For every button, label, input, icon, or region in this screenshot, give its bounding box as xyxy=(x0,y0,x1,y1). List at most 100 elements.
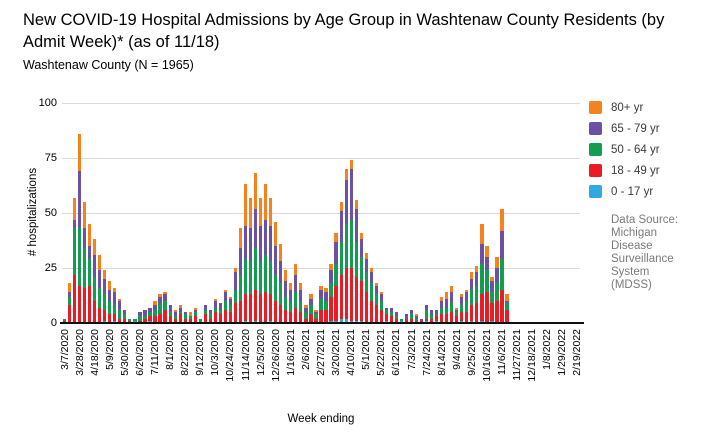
stacked-bar-8/7/2021[interactable] xyxy=(435,309,439,323)
bar-segment-80+yr[interactable] xyxy=(324,287,328,293)
bar-segment-50-64yr[interactable] xyxy=(445,307,449,315)
bar-segment-50-64yr[interactable] xyxy=(133,318,137,321)
bar-segment-18-49yr[interactable] xyxy=(208,318,212,323)
stacked-bar-2/20/2021[interactable] xyxy=(314,309,318,323)
bar-segment-80+yr[interactable] xyxy=(344,169,348,181)
stacked-bar-8/14/2021[interactable] xyxy=(440,296,444,323)
bar-segment-65-79yr[interactable] xyxy=(103,279,107,295)
bar-segment-50-64yr[interactable] xyxy=(163,301,167,310)
bar-segment-65-79yr[interactable] xyxy=(203,305,207,310)
bar-segment-50-64yr[interactable] xyxy=(490,292,494,304)
stacked-bar-5/30/2020[interactable] xyxy=(123,309,127,323)
bar-segment-18-49yr[interactable] xyxy=(238,301,243,323)
stacked-bar-4/17/2021[interactable] xyxy=(354,199,358,323)
bar-segment-18-49yr[interactable] xyxy=(334,285,338,321)
stacked-bar-3/13/2021[interactable] xyxy=(329,263,333,323)
bar-segment-80+yr[interactable] xyxy=(349,160,353,170)
bar-segment-50-64yr[interactable] xyxy=(359,257,363,282)
bar-segment-65-79yr[interactable] xyxy=(344,180,348,225)
bar-segment-80+yr[interactable] xyxy=(440,296,444,302)
bar-segment-18-49yr[interactable] xyxy=(158,314,162,323)
bar-segment-18-49yr[interactable] xyxy=(359,281,363,321)
bar-segment-80+yr[interactable] xyxy=(309,294,313,299)
bar-segment-65-79yr[interactable] xyxy=(309,298,313,306)
bar-segment-80+yr[interactable] xyxy=(98,254,102,271)
stacked-bar-6/12/2021[interactable] xyxy=(394,312,399,323)
bar-segment-50-64yr[interactable] xyxy=(123,314,127,319)
bar-segment-65-79yr[interactable] xyxy=(248,228,253,262)
bar-segment-65-79yr[interactable] xyxy=(163,294,167,302)
bar-segment-65-79yr[interactable] xyxy=(475,272,479,286)
bar-segment-65-79yr[interactable] xyxy=(369,272,373,284)
bar-segment-18-49yr[interactable] xyxy=(67,305,72,323)
bar-segment-18-49yr[interactable] xyxy=(78,285,82,323)
bar-segment-80+yr[interactable] xyxy=(158,294,162,297)
bar-segment-65-79yr[interactable] xyxy=(455,309,459,313)
stacked-bar-4/11/2020[interactable] xyxy=(88,224,92,323)
bar-segment-65-79yr[interactable] xyxy=(425,305,429,310)
stacked-bar-10/17/2020[interactable] xyxy=(223,290,228,323)
bar-segment-50-64yr[interactable] xyxy=(203,309,207,315)
stacked-bar-3/7/2020[interactable] xyxy=(62,318,67,323)
bar-segment-50-64yr[interactable] xyxy=(208,314,212,319)
bar-segment-80+yr[interactable] xyxy=(163,292,167,295)
bar-segment-18-49yr[interactable] xyxy=(72,274,77,323)
bar-segment-50-64yr[interactable] xyxy=(168,312,172,317)
stacked-bar-3/6/2021[interactable] xyxy=(324,287,328,323)
bar-segment-0-17yr[interactable] xyxy=(349,320,353,323)
bar-segment-50-64yr[interactable] xyxy=(440,307,444,315)
stacked-bar-12/26/2020[interactable] xyxy=(274,221,278,323)
bar-segment-65-79yr[interactable] xyxy=(153,305,157,310)
bar-segment-18-49yr[interactable] xyxy=(460,312,464,321)
stacked-bar-11/28/2020[interactable] xyxy=(254,173,258,323)
stacked-bar-4/24/2021[interactable] xyxy=(359,232,363,323)
bar-segment-65-79yr[interactable] xyxy=(183,312,187,315)
bar-segment-65-79yr[interactable] xyxy=(113,292,117,306)
stacked-bar-12/12/2020[interactable] xyxy=(264,184,268,323)
bar-segment-65-79yr[interactable] xyxy=(349,169,353,220)
bar-segment-50-64yr[interactable] xyxy=(294,292,298,308)
bar-segment-18-49yr[interactable] xyxy=(450,312,454,323)
bar-segment-65-79yr[interactable] xyxy=(289,290,293,301)
bar-segment-80+yr[interactable] xyxy=(259,197,263,227)
stacked-bar-5/9/2020[interactable] xyxy=(108,281,112,323)
bar-segment-0-17yr[interactable] xyxy=(490,320,494,323)
bar-segment-80+yr[interactable] xyxy=(364,252,368,260)
bar-segment-50-64yr[interactable] xyxy=(233,290,238,304)
stacked-bar-2/13/2021[interactable] xyxy=(309,294,313,323)
bar-segment-80+yr[interactable] xyxy=(495,257,499,269)
bar-segment-80+yr[interactable] xyxy=(108,281,112,291)
bar-segment-50-64yr[interactable] xyxy=(223,301,228,310)
stacked-bar-10/10/2020[interactable] xyxy=(218,303,222,323)
stacked-bar-9/4/2021[interactable] xyxy=(455,307,459,323)
bar-segment-80+yr[interactable] xyxy=(289,283,293,290)
bar-segment-80+yr[interactable] xyxy=(188,312,192,317)
bar-segment-50-64yr[interactable] xyxy=(500,259,504,290)
bar-segment-80+yr[interactable] xyxy=(93,239,97,255)
bar-segment-18-49yr[interactable] xyxy=(183,318,187,323)
bar-segment-65-79yr[interactable] xyxy=(430,309,434,315)
bar-segment-0-17yr[interactable] xyxy=(354,320,358,323)
bar-segment-50-64yr[interactable] xyxy=(148,312,152,317)
bar-segment-50-64yr[interactable] xyxy=(399,318,404,321)
bar-segment-65-79yr[interactable] xyxy=(218,303,222,310)
bar-segment-18-49yr[interactable] xyxy=(409,318,414,323)
stacked-bar-5/29/2021[interactable] xyxy=(384,307,388,323)
bar-segment-50-64yr[interactable] xyxy=(248,261,253,295)
bar-segment-18-49yr[interactable] xyxy=(374,305,378,323)
bar-segment-50-64yr[interactable] xyxy=(319,298,323,310)
bar-segment-0-17yr[interactable] xyxy=(425,320,429,323)
bar-segment-50-64yr[interactable] xyxy=(143,316,147,319)
bar-segment-80+yr[interactable] xyxy=(354,199,358,209)
bar-segment-65-79yr[interactable] xyxy=(259,226,263,262)
bar-segment-65-79yr[interactable] xyxy=(138,312,142,317)
bar-segment-50-64yr[interactable] xyxy=(324,301,328,310)
bar-segment-65-79yr[interactable] xyxy=(223,292,228,302)
bar-segment-65-79yr[interactable] xyxy=(304,307,308,313)
bar-segment-80+yr[interactable] xyxy=(83,202,87,229)
stacked-bar-10/24/2020[interactable] xyxy=(228,296,233,323)
stacked-bar-7/4/2020[interactable] xyxy=(148,307,152,323)
bar-segment-18-49yr[interactable] xyxy=(445,314,449,323)
bar-segment-18-49yr[interactable] xyxy=(254,290,258,321)
bar-segment-0-17yr[interactable] xyxy=(329,320,333,323)
